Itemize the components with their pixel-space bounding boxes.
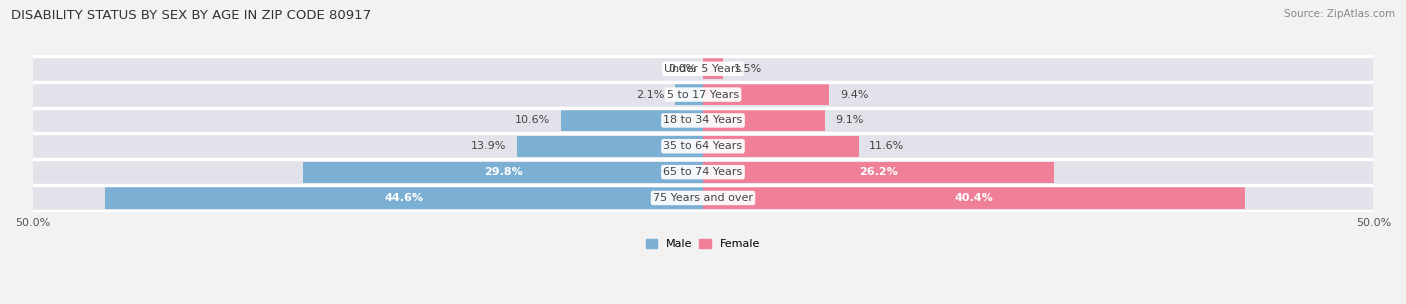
Text: 2.1%: 2.1%: [636, 90, 664, 100]
Text: Under 5 Years: Under 5 Years: [665, 64, 741, 74]
Bar: [32, 133, 1374, 159]
Text: 10.6%: 10.6%: [515, 116, 550, 126]
Bar: [703, 161, 1054, 183]
Text: DISABILITY STATUS BY SEX BY AGE IN ZIP CODE 80917: DISABILITY STATUS BY SEX BY AGE IN ZIP C…: [11, 9, 371, 22]
Text: 44.6%: 44.6%: [384, 193, 423, 203]
Bar: [32, 82, 1374, 107]
Text: 11.6%: 11.6%: [869, 141, 904, 151]
Text: 40.4%: 40.4%: [955, 193, 993, 203]
Text: 1.5%: 1.5%: [734, 64, 762, 74]
Text: 13.9%: 13.9%: [471, 141, 506, 151]
Bar: [516, 136, 703, 157]
Text: 29.8%: 29.8%: [484, 167, 523, 177]
Text: 65 to 74 Years: 65 to 74 Years: [664, 167, 742, 177]
Bar: [703, 58, 723, 79]
Text: 9.1%: 9.1%: [835, 116, 865, 126]
Text: 26.2%: 26.2%: [859, 167, 898, 177]
Bar: [703, 84, 830, 105]
Bar: [703, 110, 825, 131]
Legend: Male, Female: Male, Female: [641, 235, 765, 254]
Text: 75 Years and over: 75 Years and over: [652, 193, 754, 203]
Text: 5 to 17 Years: 5 to 17 Years: [666, 90, 740, 100]
Text: 0.0%: 0.0%: [668, 64, 696, 74]
Bar: [304, 161, 703, 183]
Text: 18 to 34 Years: 18 to 34 Years: [664, 116, 742, 126]
Text: 35 to 64 Years: 35 to 64 Years: [664, 141, 742, 151]
Bar: [703, 187, 1244, 209]
Bar: [105, 187, 703, 209]
Text: 9.4%: 9.4%: [839, 90, 869, 100]
Bar: [32, 160, 1374, 185]
Bar: [32, 56, 1374, 81]
Bar: [32, 185, 1374, 211]
Bar: [32, 108, 1374, 133]
Bar: [675, 84, 703, 105]
Bar: [703, 136, 859, 157]
Bar: [561, 110, 703, 131]
Text: Source: ZipAtlas.com: Source: ZipAtlas.com: [1284, 9, 1395, 19]
